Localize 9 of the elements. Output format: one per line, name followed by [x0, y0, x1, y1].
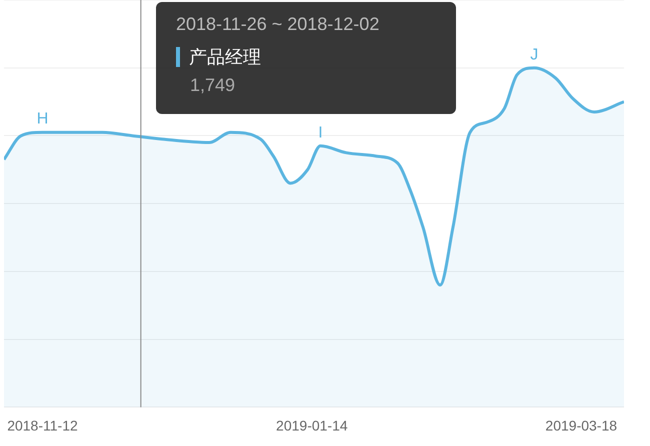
- x-tick-label: 2019-03-18: [545, 417, 618, 434]
- tooltip-panel: 2018-11-26 ~ 2018-12-02 产品经理 1,749: [156, 2, 456, 114]
- annotation: J: [530, 46, 538, 64]
- annotation: I: [318, 124, 323, 142]
- annotation: 1,749: [190, 75, 236, 96]
- legend-label: 产品经理: [189, 46, 261, 69]
- annotation: H: [36, 110, 48, 128]
- x-tick-label: 2018-11-12: [7, 417, 78, 434]
- x-tick-label: 2019-01-14: [276, 417, 348, 434]
